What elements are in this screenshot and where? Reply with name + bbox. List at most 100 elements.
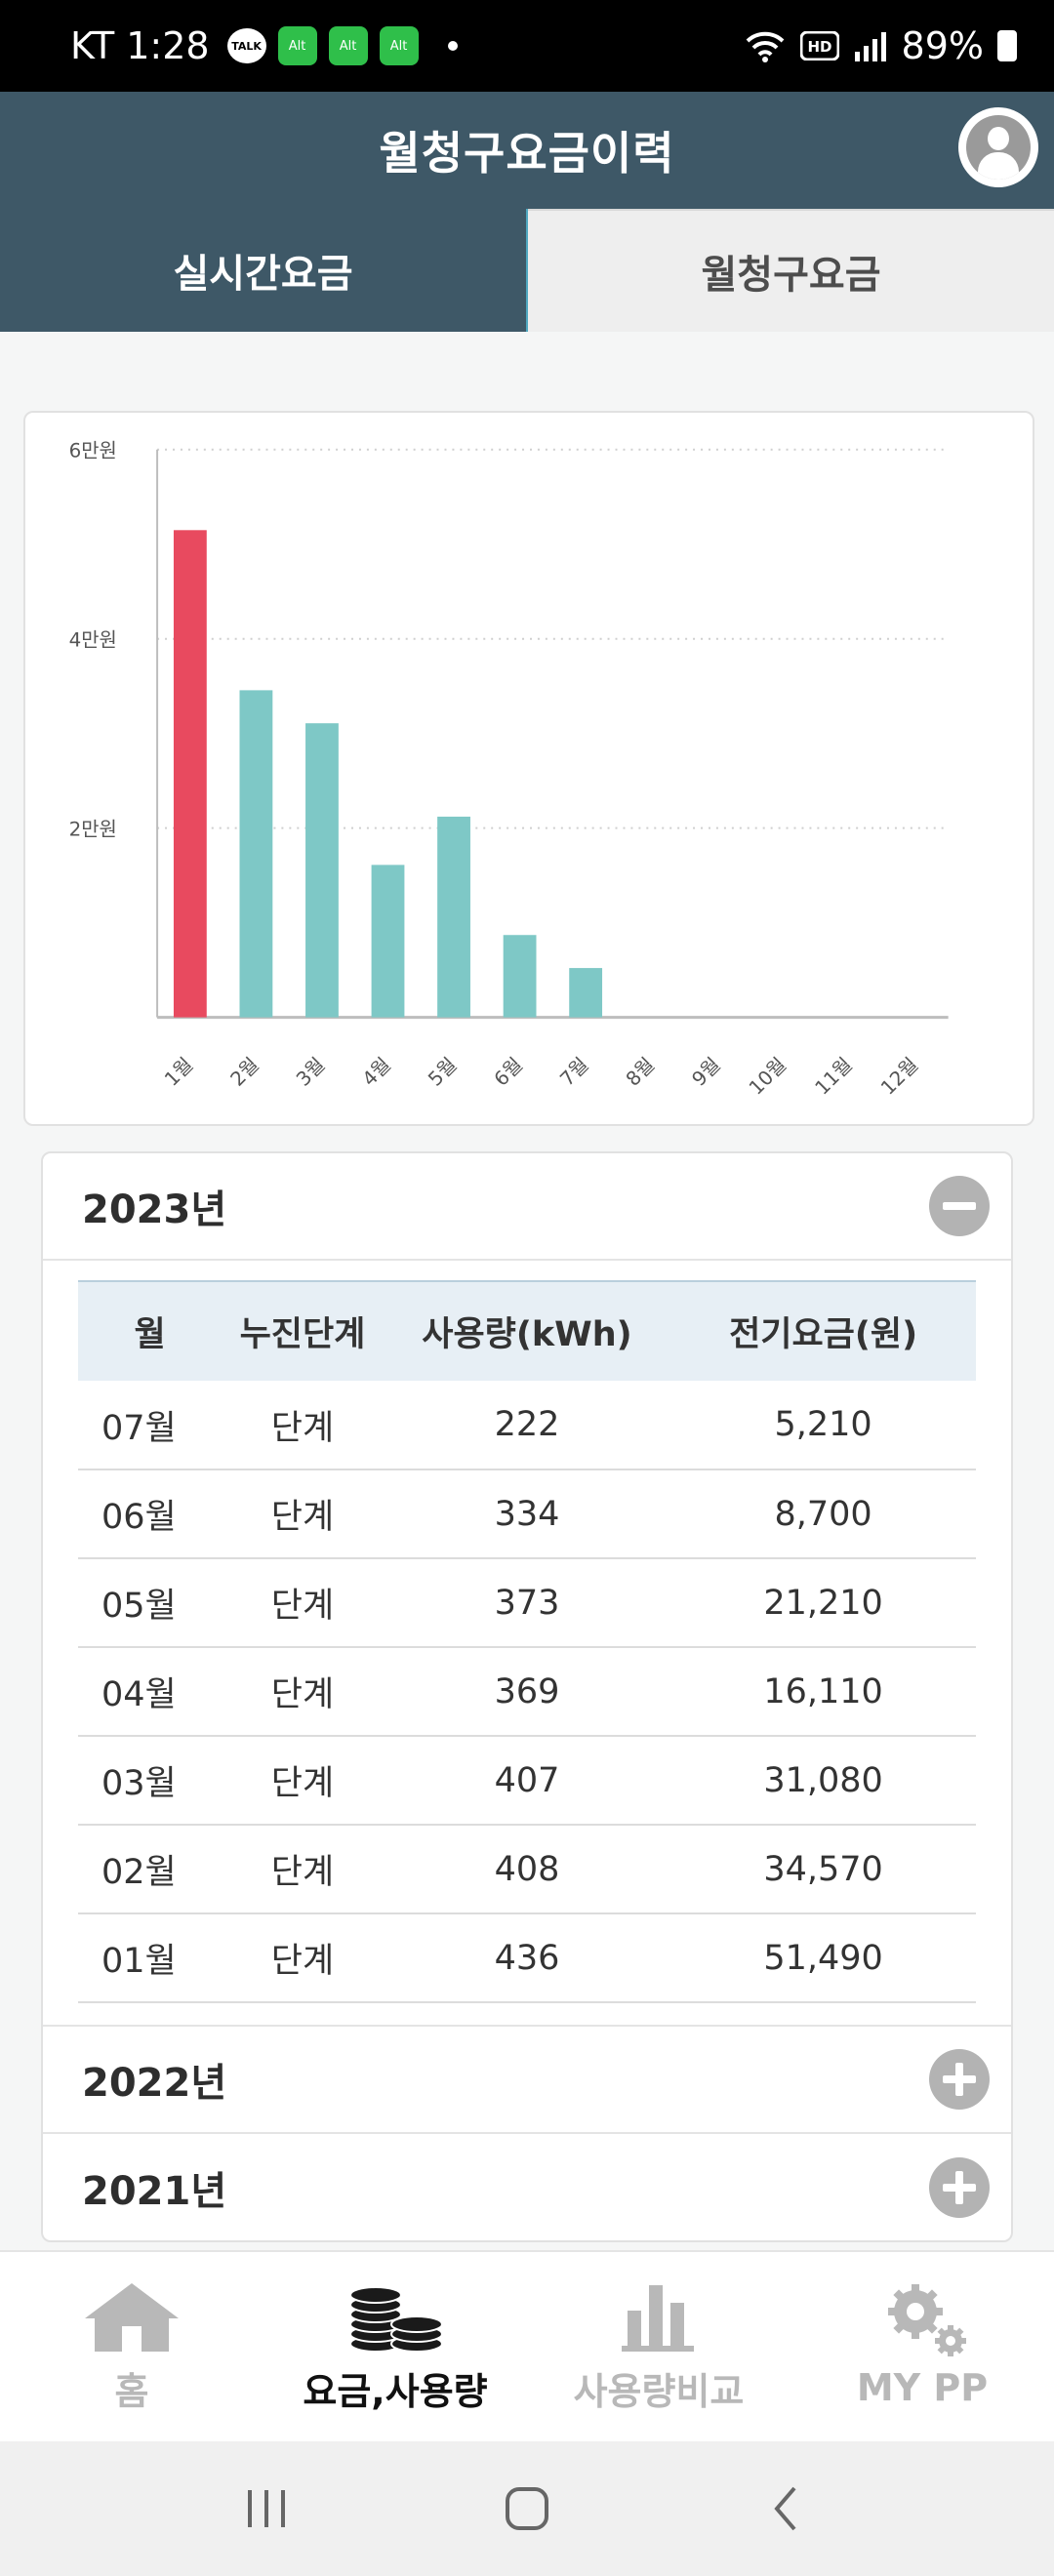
- table-row: 05월 단계 373 21,210: [78, 1558, 976, 1648]
- battery-percent: 89%: [901, 24, 984, 67]
- cell-tier: 단계: [222, 1913, 384, 2003]
- nav-my-pp[interactable]: MY PP: [790, 2252, 1054, 2441]
- nav-fee-usage[interactable]: 요금,사용량: [264, 2252, 527, 2441]
- status-bar: KT 1:28 TALK Alt Alt Alt HD 89%: [0, 0, 1054, 92]
- year-header-2022[interactable]: 2022년: [43, 2027, 1011, 2134]
- bar-chart-icon: [620, 2279, 698, 2354]
- expand-icon[interactable]: [929, 2157, 990, 2218]
- expand-icon[interactable]: [929, 2049, 990, 2110]
- cell-month: 06월: [78, 1469, 223, 1559]
- x-tick-label: 1월: [160, 1054, 197, 1091]
- chart-bar: [239, 690, 273, 1018]
- x-tick-label: 11월: [811, 1054, 857, 1100]
- table-row: 01월 단계 436 51,490: [78, 1913, 976, 2003]
- x-tick-label: 7월: [556, 1054, 593, 1091]
- cell-month: 05월: [78, 1558, 223, 1648]
- wifi-icon: [746, 31, 784, 62]
- year-label: 2023년: [82, 1187, 227, 1232]
- cell-fee: 21,210: [670, 1558, 976, 1648]
- col-header-usage: 사용량(kWh): [383, 1280, 671, 1381]
- table-row: 04월 단계 369 16,110: [78, 1647, 976, 1737]
- system-nav-bar: [0, 2441, 1054, 2576]
- col-header-tier: 누진단계: [222, 1280, 384, 1381]
- bottom-nav: 홈 요금,사용량 사용량비교: [0, 2250, 1054, 2441]
- cell-usage: 407: [383, 1736, 671, 1826]
- nav-label: 사용량비교: [573, 2369, 745, 2413]
- signal-icon: [854, 32, 886, 61]
- cell-month: 07월: [78, 1381, 223, 1470]
- cell-tier: 단계: [222, 1469, 384, 1559]
- cell-fee: 5,210: [670, 1381, 976, 1470]
- kakaotalk-icon: TALK: [226, 28, 266, 63]
- cell-usage: 222: [383, 1381, 671, 1470]
- chart-bar: [503, 935, 537, 1018]
- cell-fee: 8,700: [670, 1469, 976, 1559]
- year-header-2021[interactable]: 2021년: [43, 2134, 1011, 2240]
- cell-month: 04월: [78, 1647, 223, 1737]
- cell-month: 01월: [78, 1913, 223, 2003]
- home-button-icon[interactable]: [503, 2484, 551, 2533]
- x-tick-label: 5월: [424, 1054, 461, 1091]
- chart-bar: [305, 723, 339, 1018]
- nav-home[interactable]: 홈: [0, 2252, 264, 2441]
- table-row: 07월 단계 222 5,210: [78, 1381, 976, 1470]
- table-row: 02월 단계 408 34,570: [78, 1825, 976, 1914]
- user-avatar-icon: [966, 115, 1031, 180]
- year-table-panel: 월 누진단계 사용량(kWh) 전기요금(원) 07월 단계 222 5,210 06월…: [43, 1261, 1011, 2027]
- notification-chip-icon: Alt: [379, 26, 419, 65]
- x-tick-label: 3월: [292, 1054, 329, 1091]
- more-notifications-dot: [447, 41, 458, 51]
- cell-fee: 16,110: [670, 1647, 976, 1737]
- nav-usage-compare[interactable]: 사용량비교: [527, 2252, 790, 2441]
- carrier-time: KT 1:28: [70, 24, 210, 67]
- notification-chip-icon: Alt: [277, 26, 317, 65]
- recent-apps-icon[interactable]: [242, 2484, 291, 2533]
- notification-chip-icon: Alt: [328, 26, 368, 65]
- cell-usage: 436: [383, 1913, 671, 2003]
- col-header-fee: 전기요금(원): [670, 1280, 976, 1381]
- chart-bar: [371, 865, 405, 1018]
- year-header-2023[interactable]: 2023년: [43, 1153, 1011, 1261]
- bill-chart-card: 2만원 4만원 6만원 1월 2월 3월 4월 5월 6월 7월 8월 9월 10월 11월 12월: [23, 411, 1034, 1126]
- x-tick-label: 8월: [622, 1054, 659, 1091]
- cell-fee: 34,570: [670, 1825, 976, 1914]
- x-tick-label: 12월: [876, 1054, 922, 1100]
- x-tick-label: 6월: [490, 1054, 527, 1091]
- cell-usage: 373: [383, 1558, 671, 1648]
- x-tick-label: 4월: [358, 1054, 395, 1091]
- cell-usage: 334: [383, 1469, 671, 1559]
- table-row: 06월 단계 334 8,700: [78, 1469, 976, 1559]
- tab-realtime-fee[interactable]: 실시간요금: [0, 209, 528, 332]
- hd-voice-icon: HD: [799, 31, 839, 60]
- x-tick-label: 2월: [226, 1054, 264, 1091]
- cell-fee: 31,080: [670, 1736, 976, 1826]
- tab-monthly-bill[interactable]: 월청구요금: [528, 209, 1054, 332]
- app-bar: 월청구요금이력: [0, 92, 1054, 209]
- coins-icon: [346, 2279, 444, 2354]
- cell-fee: 51,490: [670, 1913, 976, 2003]
- chart-bar: [569, 968, 603, 1018]
- home-icon: [81, 2279, 182, 2354]
- back-icon[interactable]: [763, 2484, 812, 2533]
- monthly-usage-table: 월 누진단계 사용량(kWh) 전기요금(원) 07월 단계 222 5,210 06월…: [78, 1280, 976, 2003]
- page-title: 월청구요금이력: [379, 127, 675, 180]
- nav-label: 요금,사용량: [303, 2369, 488, 2413]
- collapse-icon[interactable]: [929, 1176, 990, 1236]
- cell-month: 02월: [78, 1825, 223, 1914]
- chart-bar: [173, 530, 207, 1018]
- year-label: 2021년: [82, 2169, 227, 2214]
- cell-tier: 단계: [222, 1381, 384, 1470]
- nav-label: 홈: [114, 2369, 149, 2413]
- cell-tier: 단계: [222, 1825, 384, 1914]
- chart-bar: [437, 816, 470, 1018]
- cell-tier: 단계: [222, 1647, 384, 1737]
- y-tick-label: 6만원: [69, 440, 117, 463]
- cell-month: 03월: [78, 1736, 223, 1826]
- y-tick-label: 4만원: [69, 629, 117, 652]
- year-accordion: 2023년 월 누진단계 사용량(kWh) 전기요금(원) 07월 단계 222 5,…: [41, 1151, 1013, 2242]
- cell-tier: 단계: [222, 1736, 384, 1826]
- cell-tier: 단계: [222, 1558, 384, 1648]
- cell-usage: 369: [383, 1647, 671, 1737]
- year-label: 2022년: [82, 2061, 227, 2106]
- profile-button[interactable]: [958, 107, 1038, 187]
